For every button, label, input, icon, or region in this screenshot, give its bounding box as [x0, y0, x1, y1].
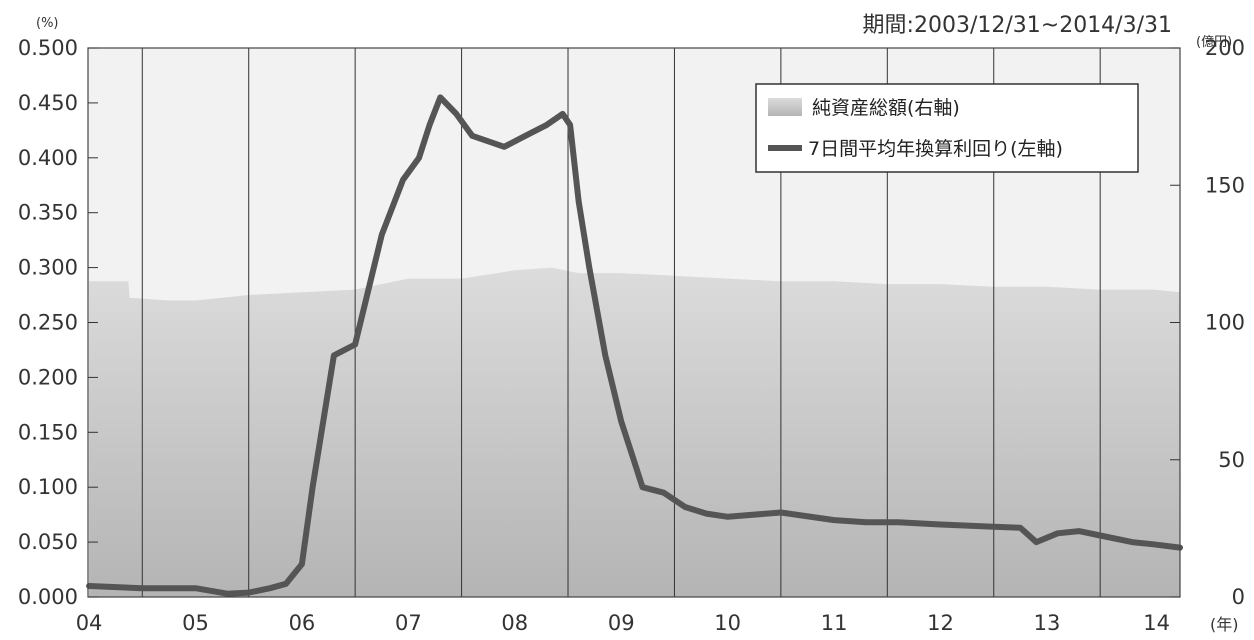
legend: 純資産総額(右軸) 7日間平均年換算利回り(左軸) — [755, 83, 1139, 173]
left-tick-label: 0.000 — [18, 585, 78, 609]
yield-line — [86, 94, 1183, 597]
line-layer — [86, 94, 1183, 597]
left-axis-unit: (%) — [36, 16, 59, 31]
right-tick-label: 0 — [1232, 585, 1245, 609]
x-tick-label: 05 — [182, 611, 209, 635]
x-tick-label: 04 — [76, 611, 103, 635]
right-axis-unit: (億円) — [1196, 34, 1232, 50]
legend-label-yield: 7日間平均年換算利回り(左軸) — [808, 138, 1063, 160]
right-tick-label: 100 — [1205, 311, 1245, 335]
left-tick-label: 0.450 — [18, 91, 78, 115]
left-tick-label: 0.050 — [18, 530, 78, 554]
left-tick-label: 0.150 — [18, 420, 78, 444]
right-tick-label: 150 — [1205, 173, 1245, 197]
x-tick-label: 13 — [1034, 611, 1061, 635]
legend-box — [755, 83, 1139, 173]
left-axis: 0.000 0.050 0.100 0.150 0.200 0.250 0.300 0.350… — [18, 36, 98, 609]
x-axis: 04 05 06 07 08 09 10 11 12 13 14 — [76, 611, 1170, 635]
x-tick-label: 11 — [821, 611, 848, 635]
left-tick-label: 0.500 — [18, 36, 78, 60]
area-layer — [89, 267, 1180, 597]
left-tick-label: 0.300 — [18, 256, 78, 280]
right-tick-label: 50 — [1218, 448, 1245, 472]
right-tick-label: 200 — [1205, 36, 1245, 60]
net-assets-area — [89, 267, 1180, 597]
left-tick-label: 0.250 — [18, 311, 78, 335]
x-tick-label: 10 — [714, 611, 741, 635]
left-tick-label: 0.400 — [18, 146, 78, 170]
x-tick-label: 09 — [608, 611, 635, 635]
right-axis: 0 50 100 150 200 — [1170, 36, 1245, 609]
legend-swatch-area — [768, 98, 802, 116]
left-tick-label: 0.350 — [18, 201, 78, 225]
x-tick-label: 08 — [501, 611, 528, 635]
x-tick-label: 12 — [927, 611, 954, 635]
x-tick-label: 06 — [289, 611, 316, 635]
period-label: 期間:2003/12/31~2014/3/31 — [863, 13, 1172, 38]
x-tick-label: 07 — [395, 611, 422, 635]
x-tick-label: 14 — [1143, 611, 1170, 635]
left-tick-label: 0.200 — [18, 365, 78, 389]
left-tick-label: 0.100 — [18, 475, 78, 499]
legend-label-net-assets: 純資産総額(右軸) — [812, 97, 960, 119]
x-axis-unit: (年) — [1210, 615, 1239, 634]
